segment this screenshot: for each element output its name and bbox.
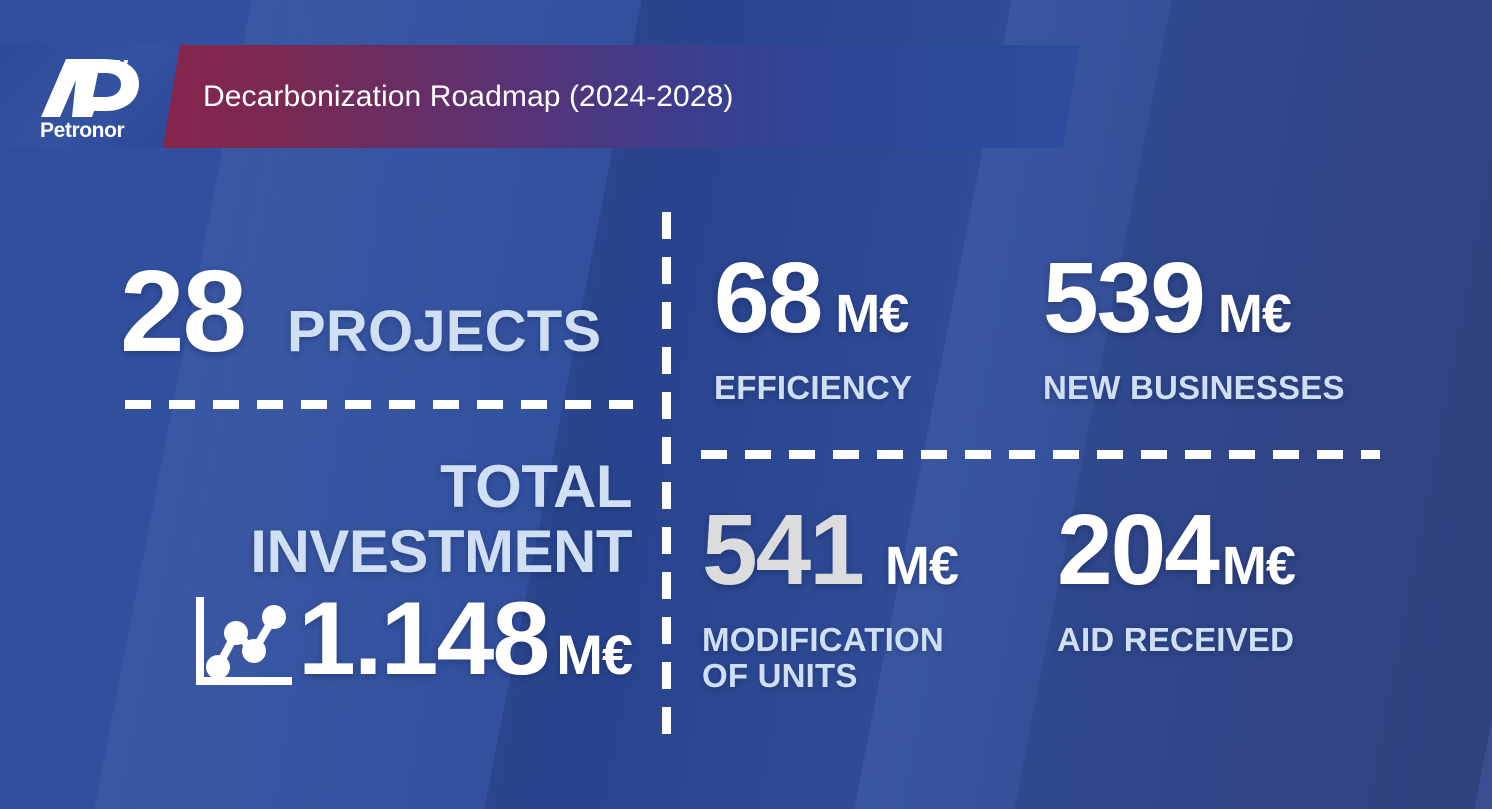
header-background	[0, 45, 1080, 148]
new-businesses-caption-line1: NEW BUSINESSES	[1043, 369, 1345, 406]
stat-projects: 28 PROJECTS	[120, 253, 601, 369]
new-businesses-unit: M€	[1217, 284, 1292, 344]
header-bar: Petronor Decarbonization Roadmap (2024-2…	[0, 45, 1080, 148]
new-businesses-value: 539	[1043, 242, 1206, 354]
horizontal-dashed-divider-right	[701, 450, 1380, 459]
total-investment-label-line2: INVESTMENT	[250, 517, 632, 585]
petronor-p-logo: Petronor	[40, 59, 139, 141]
projects-value: 28	[120, 246, 247, 376]
aid-received-unit: M€	[1221, 536, 1296, 596]
new-businesses-caption: NEW BUSINESSES	[1043, 370, 1345, 406]
efficiency-unit: M€	[835, 284, 909, 344]
total-investment-value: 1.148	[297, 580, 550, 697]
stat-efficiency: 68 M€ EFFICIENCY	[714, 248, 912, 406]
aid-received-value: 204	[1057, 494, 1220, 606]
new-businesses-value-row: 539 M€	[1043, 248, 1345, 348]
horizontal-dashed-divider-left	[125, 400, 633, 409]
projects-label: PROJECTS	[287, 299, 602, 364]
aid-received-caption-line1: AID RECEIVED	[1057, 621, 1295, 658]
aid-received-value-row: 204 M€	[1057, 494, 1296, 606]
modification-of-units-value: 541	[702, 494, 865, 606]
page-title: Decarbonization Roadmap (2024-2028)	[203, 80, 734, 113]
stat-new-businesses: 539 M€ NEW BUSINESSES	[1043, 248, 1345, 406]
modification-of-units-unit: M€	[884, 536, 959, 596]
efficiency-caption: EFFICIENCY	[714, 370, 912, 406]
efficiency-value: 68	[714, 242, 823, 354]
efficiency-value-row: 68 M€	[714, 248, 912, 348]
total-investment-value-row: 1.148 M€	[118, 580, 633, 697]
modification-of-units-value-row: 541 M€	[702, 494, 959, 606]
stat-aid-received: 204 M€ AID RECEIVED	[1057, 494, 1296, 658]
modification-of-units-caption-line2: OF UNITS	[702, 656, 858, 694]
logo-panel: Petronor	[0, 45, 180, 148]
vertical-dashed-divider	[662, 212, 671, 752]
stat-total-investment: TOTAL INVESTMENT 1.148 M€	[118, 453, 633, 697]
aid-received-caption: AID RECEIVED	[1057, 622, 1295, 658]
total-investment-unit: M€	[556, 622, 633, 686]
total-investment-label-line1: TOTAL	[440, 453, 632, 520]
modification-of-units-caption-line1: MODIFICATION	[702, 621, 944, 658]
total-investment-label: TOTAL INVESTMENT	[118, 453, 632, 585]
modification-of-units-caption: MODIFICATION OF UNITS	[702, 622, 958, 693]
stat-modification-of-units: 541 M€ MODIFICATION OF UNITS	[702, 494, 959, 693]
logo-wordmark: Petronor	[40, 119, 125, 141]
efficiency-caption-line1: EFFICIENCY	[714, 369, 913, 406]
line-chart-icon	[195, 596, 292, 685]
